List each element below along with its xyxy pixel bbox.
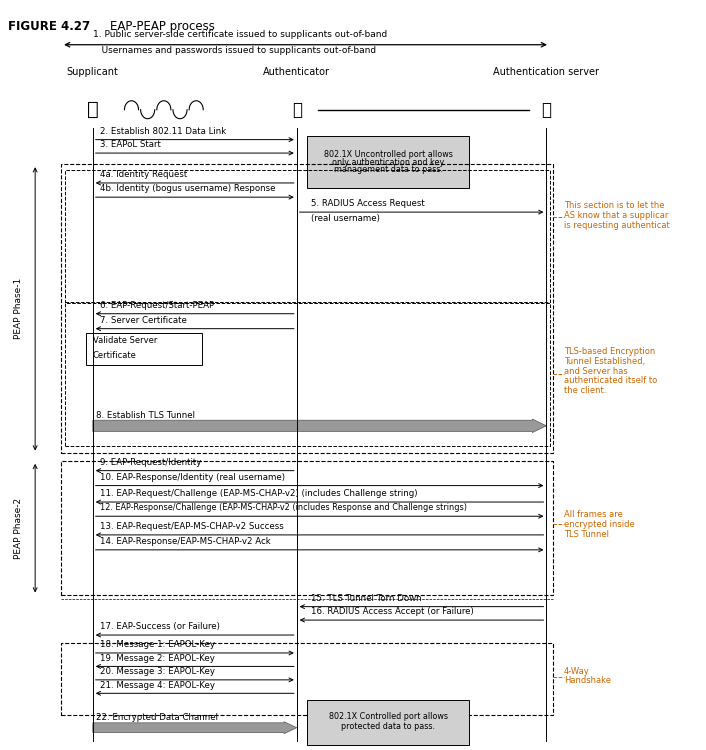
Text: 14. EAP-Response/EAP-MS-CHAP-v2 Ack: 14. EAP-Response/EAP-MS-CHAP-v2 Ack	[100, 537, 270, 546]
Text: Supplicant: Supplicant	[67, 68, 119, 77]
Text: 17. EAP-Success (or Failure): 17. EAP-Success (or Failure)	[100, 622, 220, 632]
Text: 5. RADIUS Access Request: 5. RADIUS Access Request	[311, 199, 424, 208]
Text: 20. Message 3: EAPOL-Key: 20. Message 3: EAPOL-Key	[100, 668, 215, 676]
Text: This section is to let the: This section is to let the	[564, 201, 664, 210]
Text: authenticated itself to: authenticated itself to	[564, 376, 657, 386]
Text: Tunnel Established,: Tunnel Established,	[564, 357, 645, 366]
Text: 4b. Identity (bogus username) Response: 4b. Identity (bogus username) Response	[100, 184, 275, 194]
Text: 7. Server Certificate: 7. Server Certificate	[100, 316, 186, 325]
Text: Handshake: Handshake	[564, 676, 611, 686]
Text: 21. Message 4: EAPOL-Key: 21. Message 4: EAPOL-Key	[100, 680, 215, 689]
Text: 📶: 📶	[292, 100, 301, 118]
Text: 🖥: 🖥	[542, 100, 551, 118]
Text: 18. Message 1: EAPOL-Key: 18. Message 1: EAPOL-Key	[100, 640, 215, 650]
Text: 13. EAP-Request/EAP-MS-CHAP-v2 Success: 13. EAP-Request/EAP-MS-CHAP-v2 Success	[100, 522, 284, 531]
Text: management data to pass.: management data to pass.	[334, 165, 443, 174]
Text: PEAP Phase-1: PEAP Phase-1	[14, 278, 23, 340]
Text: encrypted inside: encrypted inside	[564, 520, 635, 529]
Bar	[61, 643, 554, 715]
Text: Usernames and passwords issued to supplicants out-of-band: Usernames and passwords issued to suppli…	[92, 46, 376, 56]
Bar	[65, 170, 550, 302]
Text: 8. Establish TLS Tunnel: 8. Establish TLS Tunnel	[96, 411, 196, 420]
Bar	[85, 333, 202, 364]
Text: Validate Server: Validate Server	[92, 336, 157, 345]
Text: 802.1X Controlled port allows: 802.1X Controlled port allows	[329, 712, 448, 721]
Text: (real username): (real username)	[311, 214, 380, 223]
Text: 1. Public server-side certificate issued to supplicants out-of-band: 1. Public server-side certificate issued…	[92, 30, 387, 39]
Text: Certificate: Certificate	[92, 351, 137, 360]
Text: 4a. Identity Request: 4a. Identity Request	[100, 170, 187, 179]
Text: is requesting authenticat: is requesting authenticat	[564, 220, 670, 230]
Bar	[61, 461, 554, 596]
Text: PEAP Phase-2: PEAP Phase-2	[14, 497, 23, 559]
Text: All frames are: All frames are	[564, 510, 623, 519]
Text: Authentication server: Authentication server	[493, 68, 599, 77]
Text: and Server has: and Server has	[564, 367, 628, 376]
Text: 19. Message 2: EAPOL-Key: 19. Message 2: EAPOL-Key	[100, 654, 215, 663]
Text: protected data to pass.: protected data to pass.	[341, 722, 435, 730]
Text: 💻: 💻	[87, 100, 99, 119]
Text: 3. EAPoL Start: 3. EAPoL Start	[100, 140, 161, 149]
Text: 16. RADIUS Access Accept (or Failure): 16. RADIUS Access Accept (or Failure)	[311, 608, 474, 616]
Text: 11. EAP-Request/Challenge (EAP-MS-CHAP-v2) (includes Challenge string): 11. EAP-Request/Challenge (EAP-MS-CHAP-v…	[100, 489, 417, 498]
Text: 15. TLS Tunnel Torn Down: 15. TLS Tunnel Torn Down	[311, 594, 421, 603]
Text: TLS-based Encryption: TLS-based Encryption	[564, 347, 655, 356]
FancyArrow shape	[92, 722, 297, 734]
Bar	[61, 164, 554, 454]
Text: Authenticator: Authenticator	[263, 68, 330, 77]
Text: TLS Tunnel: TLS Tunnel	[564, 530, 609, 538]
Text: 9. EAP-Request/Identity: 9. EAP-Request/Identity	[100, 458, 201, 467]
Bar	[65, 302, 550, 446]
Text: EAP-PEAP process: EAP-PEAP process	[110, 20, 215, 33]
Text: AS know that a supplicar: AS know that a supplicar	[564, 211, 669, 220]
Text: 6. EAP-Request/Start-PEAP: 6. EAP-Request/Start-PEAP	[100, 301, 214, 310]
Text: FIGURE 4.27: FIGURE 4.27	[8, 20, 90, 33]
FancyBboxPatch shape	[307, 136, 469, 188]
Text: 4-Way: 4-Way	[564, 667, 590, 676]
Text: 802.1X Uncontrolled port allows: 802.1X Uncontrolled port allows	[324, 150, 453, 159]
Text: 10. EAP-Response/Identity (real username): 10. EAP-Response/Identity (real username…	[100, 472, 285, 482]
Text: 2. Establish 802.11 Data Link: 2. Establish 802.11 Data Link	[100, 127, 226, 136]
Text: 22. Encrypted Data Channel: 22. Encrypted Data Channel	[96, 712, 218, 722]
Text: the client.: the client.	[564, 386, 606, 395]
Text: 12. EAP-Response/Challenge (EAP-MS-CHAP-v2 (includes Response and Challenge stri: 12. EAP-Response/Challenge (EAP-MS-CHAP-…	[100, 503, 467, 512]
FancyBboxPatch shape	[307, 700, 469, 745]
Text: only authentication and key: only authentication and key	[332, 158, 444, 166]
FancyArrow shape	[92, 419, 546, 433]
